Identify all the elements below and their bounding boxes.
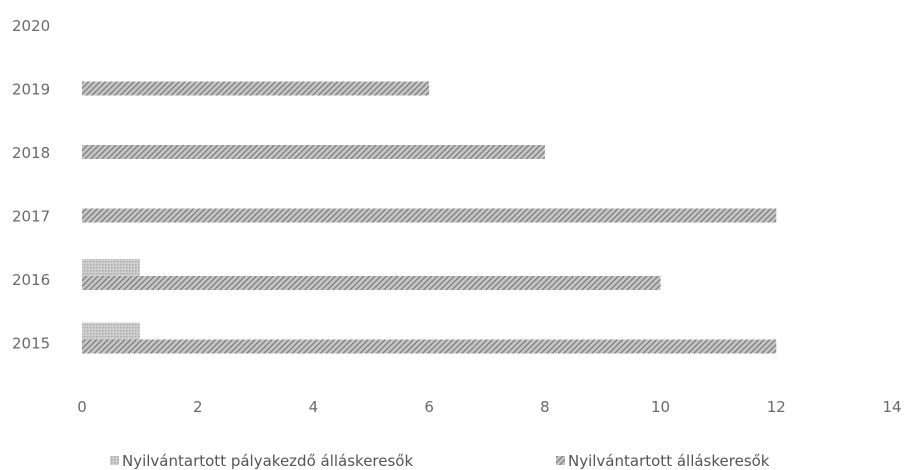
y-axis-labels: 2020 2019 2018 2017 2016 2015 bbox=[12, 17, 50, 353]
bar-allaskeresok-2015 bbox=[82, 339, 777, 354]
legend-label-allaskeresok: Nyilvántartott álláskeresők bbox=[568, 452, 770, 470]
legend-label-palyakezdo: Nyilvántartott pályakezdő álláskeresők bbox=[122, 452, 413, 470]
y-tick-label-2017: 2017 bbox=[12, 208, 50, 226]
y-tick-label-2019: 2019 bbox=[12, 81, 50, 99]
x-tick-label-6: 6 bbox=[424, 398, 434, 416]
y-tick-label-2016: 2016 bbox=[12, 271, 50, 289]
y-tick-label-2018: 2018 bbox=[12, 144, 50, 162]
bar-allaskeresok-2016 bbox=[82, 276, 661, 290]
legend-swatch-allaskeresok bbox=[556, 456, 565, 465]
x-tick-label-8: 8 bbox=[540, 398, 550, 416]
bars bbox=[82, 81, 777, 354]
x-tick-label-0: 0 bbox=[77, 398, 87, 416]
x-tick-label-12: 12 bbox=[767, 398, 786, 416]
y-tick-label-2015: 2015 bbox=[12, 335, 50, 353]
x-axis-labels: 0 2 4 6 8 10 12 14 bbox=[77, 398, 901, 416]
bar-palyakezdo-2015 bbox=[82, 322, 140, 343]
x-tick-label-10: 10 bbox=[651, 398, 670, 416]
legend-swatch-palyakezdo bbox=[110, 456, 119, 465]
x-tick-label-14: 14 bbox=[882, 398, 901, 416]
x-tick-label-4: 4 bbox=[309, 398, 319, 416]
y-tick-label-2020: 2020 bbox=[12, 17, 50, 35]
bar-allaskeresok-2019 bbox=[82, 81, 430, 96]
bar-allaskeresok-2017 bbox=[82, 208, 777, 223]
x-tick-label-2: 2 bbox=[193, 398, 203, 416]
legend: Nyilvántartott pályakezdő álláskeresők Ny… bbox=[110, 452, 770, 470]
bar-palyakezdo-2016 bbox=[82, 259, 140, 279]
bar-allaskeresok-2018 bbox=[82, 145, 545, 159]
